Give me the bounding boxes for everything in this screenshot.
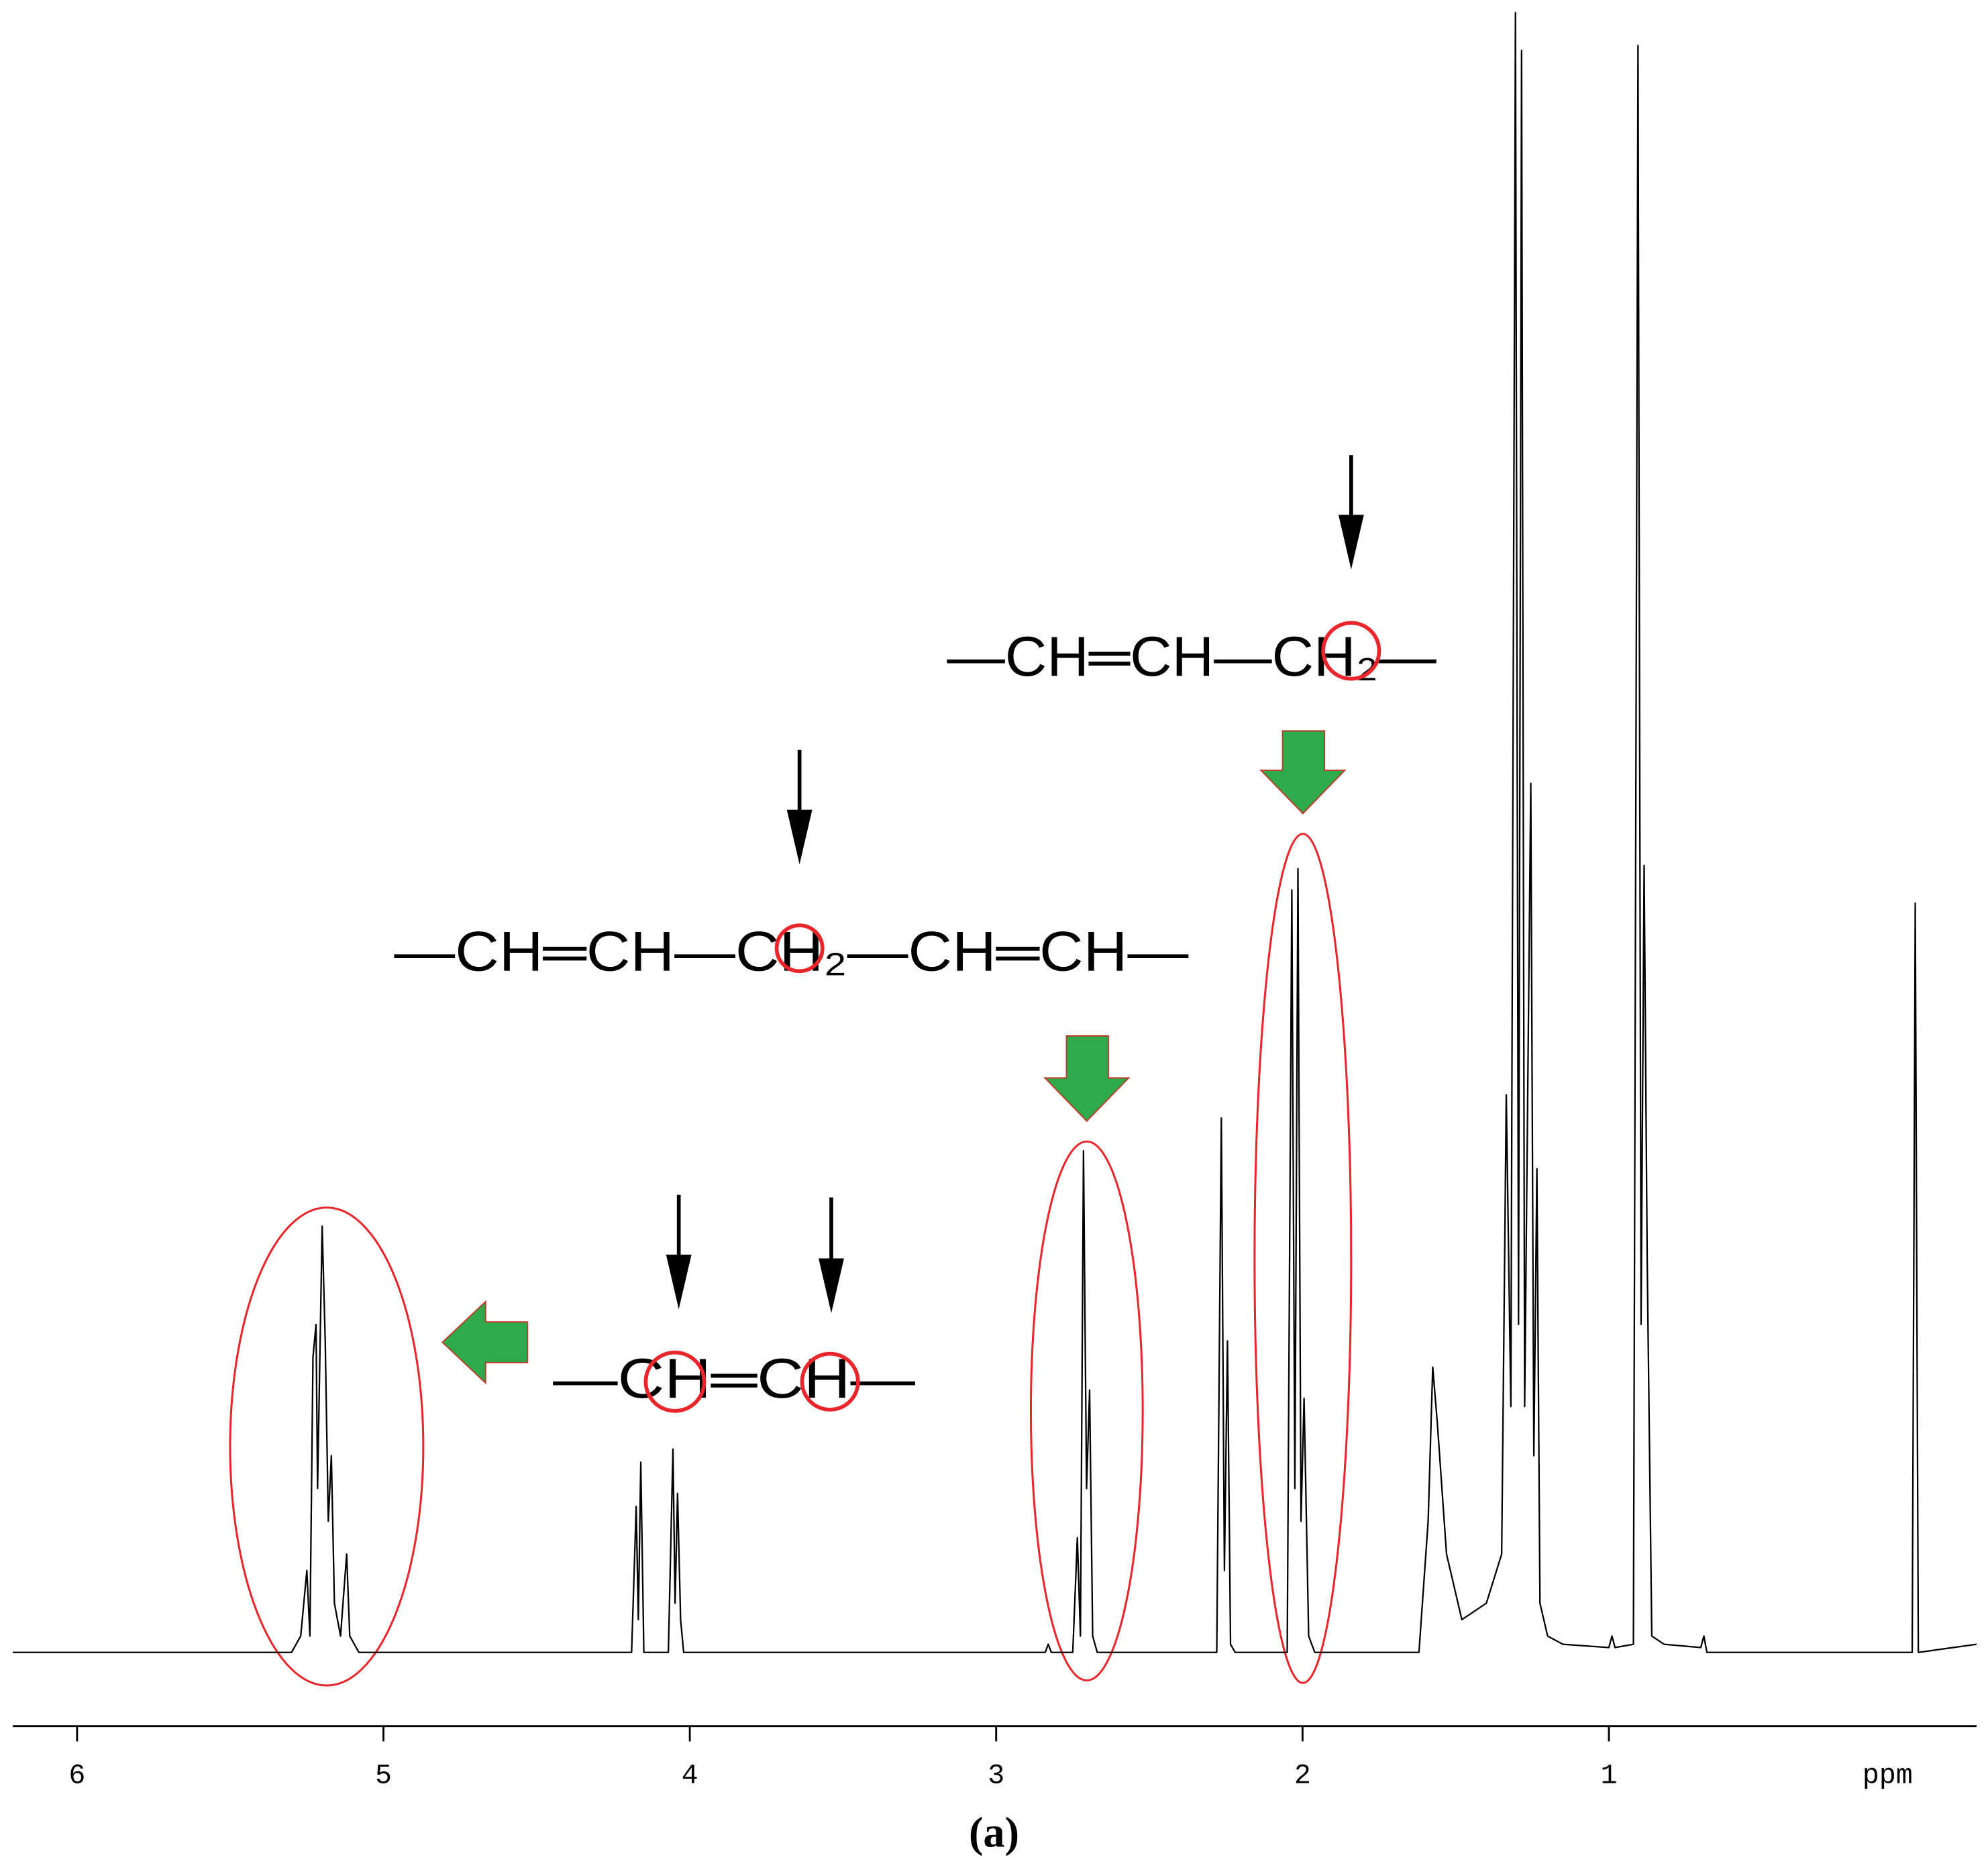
structure-label: —CH═CH—CH₂—CH═CH— (394, 921, 1189, 983)
green-arrow (1043, 1035, 1131, 1123)
green-arrow (1259, 730, 1347, 815)
x-tick-label: 6 (68, 1760, 85, 1792)
x-axis-label: ppm (1863, 1760, 1913, 1792)
structure-label: —CH═CH—CH₂— (947, 625, 1436, 688)
h-highlight (774, 923, 825, 974)
x-tick-label: 2 (1294, 1760, 1311, 1792)
x-tick-label: 5 (375, 1760, 392, 1792)
green-arrow (441, 1300, 529, 1385)
pointer-arrow (666, 1194, 692, 1310)
peak-highlight (229, 1206, 425, 1687)
pointer-arrow (1338, 455, 1364, 570)
pointer-arrow (819, 1197, 844, 1313)
pointer-arrow (786, 749, 813, 865)
spectrum-line (12, 11, 1977, 1653)
h-highlight (800, 1351, 860, 1412)
h-highlight (643, 1350, 707, 1413)
structure-label: —CH═CH— (553, 1347, 916, 1410)
peak-highlight (1253, 833, 1353, 1684)
x-tick-label: 4 (682, 1760, 698, 1792)
x-tick-label: 3 (988, 1760, 1004, 1792)
x-tick-label: 1 (1600, 1760, 1617, 1792)
h-highlight (1321, 621, 1381, 681)
caption: (a) (969, 1808, 1019, 1856)
peak-highlight (1029, 1140, 1144, 1681)
